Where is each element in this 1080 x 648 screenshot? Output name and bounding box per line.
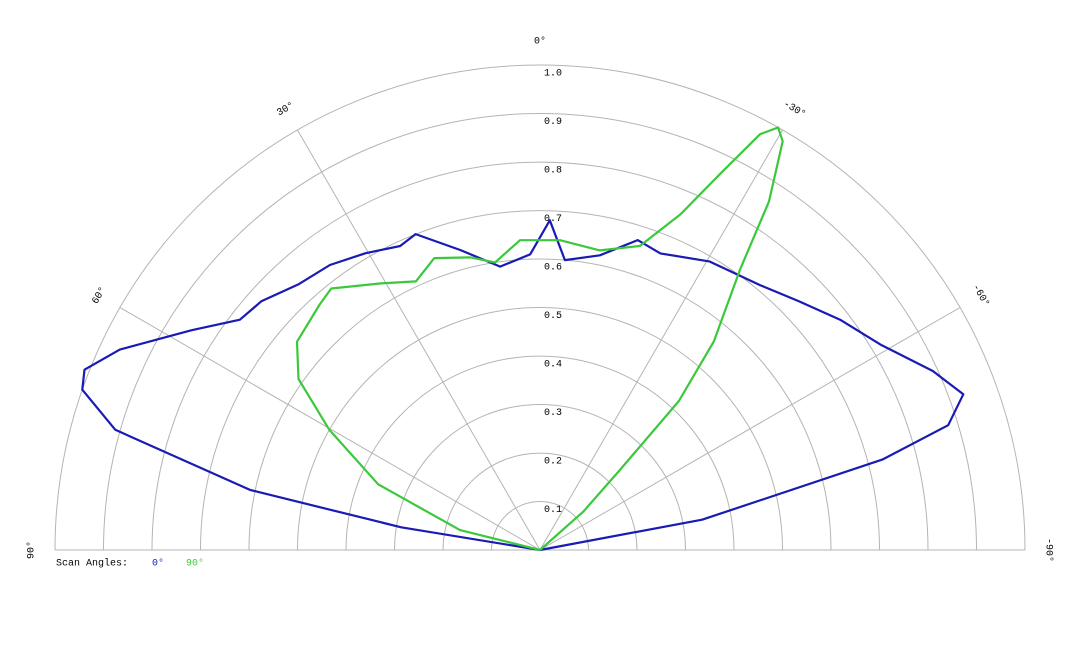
r-tick-label: 1.0 — [544, 69, 562, 80]
theta-tick-label: 30° — [275, 100, 297, 119]
ring — [394, 404, 686, 551]
spoke — [539, 307, 961, 551]
ring — [151, 161, 929, 551]
spoke — [539, 129, 783, 551]
theta-tick-label: -60° — [969, 282, 991, 309]
r-tick-label: 0.6 — [544, 263, 562, 274]
theta-tick-label: -90° — [1043, 538, 1055, 562]
theta-tick-label: 0° — [534, 35, 546, 47]
ring — [200, 210, 880, 551]
ring — [491, 501, 589, 551]
r-tick-label: 0.5 — [544, 311, 562, 322]
r-tick-label: 0.9 — [544, 117, 562, 128]
r-tick-label: 0.3 — [544, 408, 562, 419]
ring — [345, 355, 735, 551]
ring — [103, 113, 977, 551]
legend-title: Scan Angles: — [56, 558, 128, 570]
theta-tick-label: 90° — [25, 541, 37, 559]
spoke — [297, 129, 541, 551]
ring — [442, 452, 638, 551]
theta-tick-label: 60° — [90, 285, 109, 307]
r-tick-label: 0.7 — [544, 214, 562, 225]
legend-entry: 0° — [152, 558, 164, 570]
r-tick-label: 0.4 — [544, 360, 562, 371]
spoke — [119, 307, 541, 551]
ring — [297, 307, 783, 551]
theta-tick-label: -30° — [781, 98, 808, 120]
ring — [54, 64, 1026, 551]
series-line — [295, 126, 784, 552]
legend-entry: 90° — [186, 558, 204, 570]
ring — [248, 258, 832, 551]
r-tick-label: 0.1 — [544, 505, 562, 516]
r-tick-label: 0.8 — [544, 166, 562, 177]
series-line — [81, 219, 965, 552]
r-tick-label: 0.2 — [544, 457, 562, 468]
